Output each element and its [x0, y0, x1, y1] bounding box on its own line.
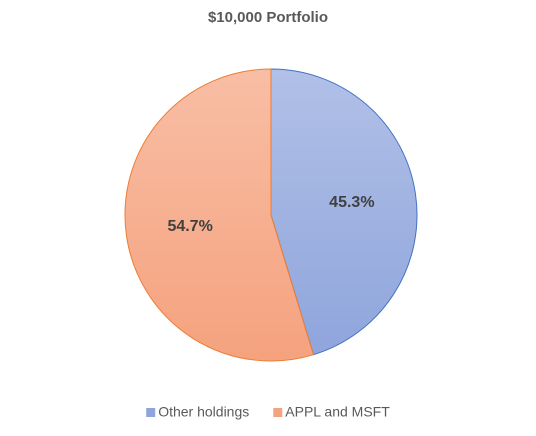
data-label: 45.3%	[329, 194, 374, 211]
chart-title: $10,000 Portfolio	[208, 9, 328, 26]
legend-swatch	[273, 408, 283, 417]
pie-slice	[270, 68, 418, 356]
data-label: 54.7%	[167, 218, 212, 235]
pie-slice	[124, 68, 315, 362]
legend-label: APPL and MSFT	[285, 404, 390, 420]
legend-label: Other holdings	[158, 404, 249, 420]
legend-swatch	[146, 408, 156, 417]
